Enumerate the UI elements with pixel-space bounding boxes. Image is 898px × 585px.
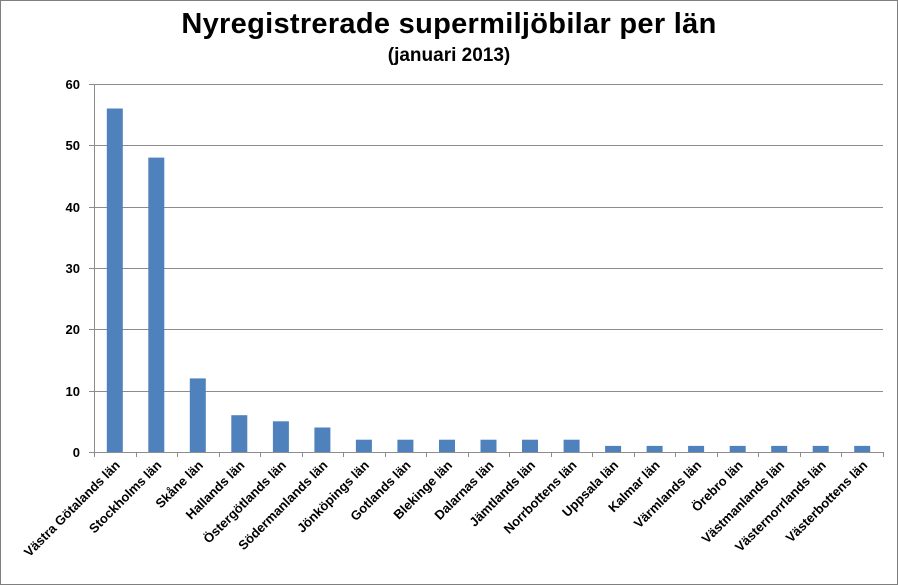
y-tick-label: 60 — [66, 77, 80, 92]
bar — [771, 445, 788, 452]
bar — [148, 157, 165, 452]
bar — [231, 415, 248, 452]
bar — [812, 445, 829, 452]
bar — [854, 445, 871, 452]
bar — [189, 378, 206, 452]
y-tick-label: 30 — [66, 261, 80, 276]
chart-subtitle: (januari 2013) — [387, 45, 511, 66]
bar — [729, 445, 746, 452]
y-tick-label: 10 — [66, 384, 80, 399]
x-tick-label: Stockholms län — [86, 457, 165, 536]
bar — [563, 439, 580, 452]
bar — [397, 439, 414, 452]
bar — [480, 439, 497, 452]
bar — [106, 108, 123, 452]
bar — [646, 445, 663, 452]
x-tick-label: Västerbottens län — [783, 457, 871, 545]
bar — [439, 439, 455, 452]
bars — [106, 108, 871, 452]
x-tick-label: Jönköpings län — [294, 457, 372, 535]
axes — [89, 84, 884, 457]
bar — [605, 445, 622, 452]
bar — [355, 439, 372, 452]
x-tick-label: Norrbottens län — [501, 457, 580, 536]
bar — [272, 421, 289, 452]
y-tick-labels: 0 10 20 30 40 50 60 — [66, 77, 80, 460]
chart-title: Nyregistrerade supermiljöbilar per län — [181, 8, 717, 40]
y-tick-label: 40 — [66, 200, 80, 215]
y-tick-label: 20 — [66, 322, 80, 337]
bar — [688, 445, 705, 452]
gridlines — [94, 84, 883, 392]
bar — [314, 427, 331, 452]
y-tick-label: 0 — [73, 445, 80, 460]
bar — [522, 439, 538, 452]
y-tick-label: 50 — [66, 138, 80, 153]
